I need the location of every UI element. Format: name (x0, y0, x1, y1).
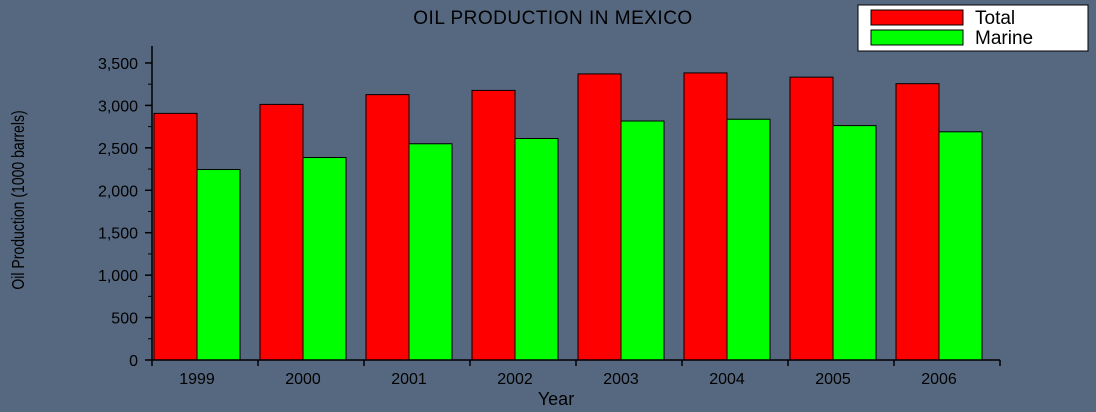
bar-total-2005 (789, 76, 834, 361)
bar-total-2006 (895, 83, 940, 361)
bar-total-2002 (471, 89, 516, 361)
legend-swatch-marine (870, 29, 964, 46)
y-tick-label-2000: 2,000 (98, 183, 138, 200)
x-tick-label-2004: 2004 (709, 371, 745, 388)
y-tick-label-3500: 3,500 (98, 56, 138, 73)
bar-marine-1999 (196, 168, 241, 361)
bar-marine-2005 (832, 125, 877, 361)
x-ticks-group: 1999 2000 2001 2002 2003 2004 2005 2006 (151, 360, 1001, 388)
x-tick-label-2002: 2002 (497, 371, 533, 388)
y-tick-label-0: 0 (129, 353, 138, 370)
bar-marine-2006 (938, 131, 983, 361)
legend-label-total: Total (975, 8, 1015, 29)
x-axis-label: Year (538, 389, 574, 409)
y-tick-label-1500: 1,500 (98, 226, 138, 243)
bar-total-2000 (259, 103, 304, 361)
y-tick-label-500: 500 (111, 311, 138, 328)
y-ticks-group: 0 500 1,000 1,500 2,000 2,500 3,000 3,500 (98, 56, 152, 370)
x-tick-label-2003: 2003 (603, 371, 639, 388)
legend-swatch-total (870, 9, 964, 26)
bar-marine-2004 (726, 118, 771, 361)
x-tick-label-1999: 1999 (179, 371, 215, 388)
bar-total-2001 (365, 94, 410, 361)
bar-total-2003 (577, 73, 622, 361)
bar-total-1999 (153, 112, 198, 361)
chart-title: OIL PRODUCTION IN MEXICO (413, 8, 692, 29)
legend-label-marine: Marine (975, 28, 1033, 49)
bar-marine-2001 (408, 143, 453, 361)
x-tick-label-2000: 2000 (285, 371, 321, 388)
x-tick-label-2005: 2005 (815, 371, 851, 388)
x-tick-label-2006: 2006 (921, 371, 957, 388)
bars-group (153, 72, 983, 361)
bar-total-2004 (683, 72, 728, 361)
bar-marine-2000 (302, 157, 347, 361)
y-axis-label: Oil Production (1000 barrels) (8, 110, 28, 289)
y-tick-label-2500: 2,500 (98, 141, 138, 158)
bar-marine-2002 (514, 138, 559, 361)
x-tick-label-2001: 2001 (391, 371, 427, 388)
bar-marine-2003 (620, 120, 665, 361)
y-tick-label-3000: 3,000 (98, 98, 138, 115)
y-tick-label-1000: 1,000 (98, 268, 138, 285)
